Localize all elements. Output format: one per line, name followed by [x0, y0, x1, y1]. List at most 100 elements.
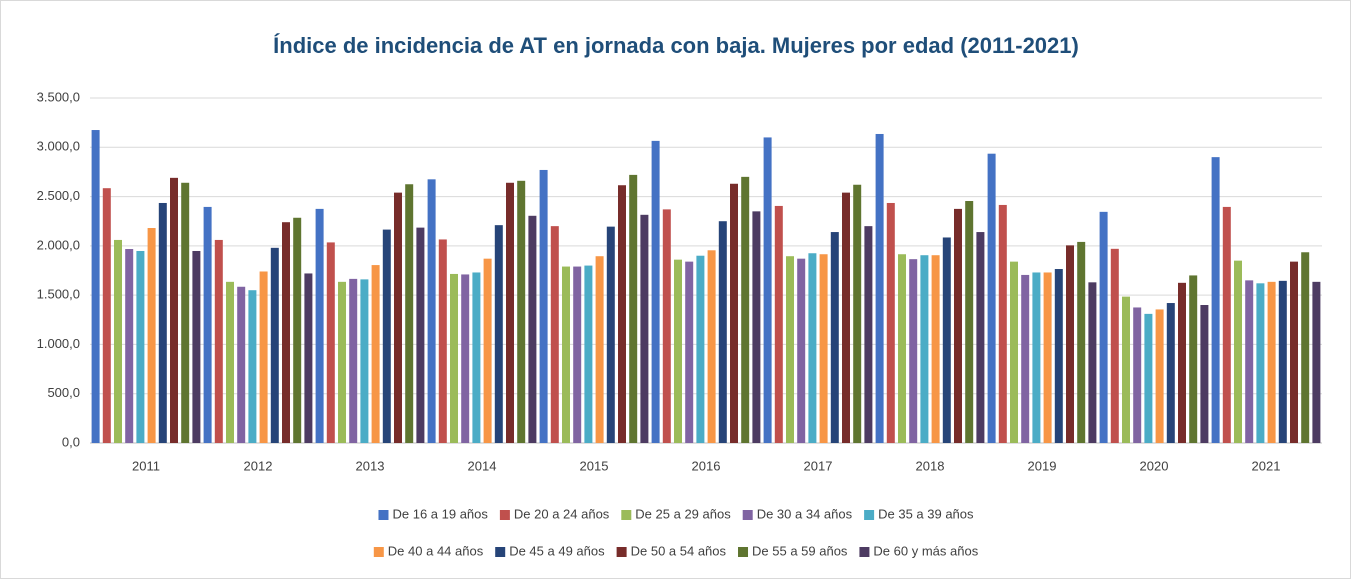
- bar: [931, 255, 940, 443]
- bar: [136, 250, 145, 443]
- bar: [886, 202, 895, 443]
- legend-swatch: [864, 510, 875, 520]
- bar: [1043, 272, 1052, 443]
- bar: [349, 278, 358, 443]
- bar: [1211, 157, 1220, 443]
- bar: [629, 174, 638, 443]
- bar: [618, 185, 626, 443]
- bar: [1234, 260, 1242, 443]
- bar: [394, 192, 402, 443]
- legend-label: De 50 a 54 años: [631, 543, 727, 558]
- bar: [338, 281, 346, 443]
- bar: [550, 226, 559, 443]
- bar: [562, 266, 570, 443]
- legend-swatch: [616, 547, 627, 557]
- bar: [539, 169, 548, 443]
- bar: [192, 250, 201, 443]
- bar: [741, 176, 750, 443]
- bar: [248, 290, 257, 443]
- bar: [898, 254, 906, 443]
- bar: [1256, 283, 1265, 443]
- bar: [1155, 309, 1164, 443]
- bar: [662, 209, 671, 443]
- bar: [416, 227, 425, 443]
- bar: [282, 222, 290, 443]
- bar: [405, 184, 414, 443]
- legend-swatch: [373, 547, 384, 557]
- x-tick-label: 2021: [1252, 458, 1281, 473]
- bar: [427, 179, 436, 444]
- bar: [1010, 261, 1018, 443]
- legend-label: De 55 a 59 años: [752, 543, 848, 558]
- bar: [1166, 303, 1175, 443]
- bar: [1290, 261, 1298, 443]
- bar: [326, 242, 335, 443]
- bar: [114, 239, 122, 443]
- bar: [774, 205, 783, 443]
- bar: [472, 272, 481, 443]
- bar: [819, 254, 828, 443]
- y-tick-label: 2.500,0: [37, 188, 80, 203]
- bar: [987, 153, 996, 443]
- bar: [1110, 248, 1119, 443]
- x-tick-label: 2018: [916, 458, 945, 473]
- bar: [450, 273, 458, 443]
- bar: [158, 202, 167, 443]
- bar: [1133, 307, 1142, 443]
- bar: [718, 221, 727, 443]
- bar: [315, 208, 324, 443]
- bar: [259, 271, 268, 443]
- bar: [786, 256, 794, 443]
- x-tick-label: 2015: [580, 458, 609, 473]
- bar: [1301, 252, 1310, 443]
- bar: [595, 256, 604, 443]
- bar: [203, 206, 212, 443]
- bar: [998, 204, 1007, 443]
- y-tick-label: 500,0: [47, 385, 80, 400]
- bar: [584, 265, 593, 443]
- bar: [875, 133, 884, 443]
- legend-label: De 30 a 34 años: [757, 506, 853, 521]
- bar: [1066, 245, 1074, 443]
- x-tick-label: 2017: [804, 458, 833, 473]
- bar: [517, 180, 526, 444]
- bar: [954, 208, 962, 443]
- x-tick-label: 2020: [1140, 458, 1169, 473]
- y-tick-label: 2.000,0: [37, 237, 80, 252]
- bar: [830, 232, 839, 443]
- legend-label: De 40 a 44 años: [388, 543, 484, 558]
- bar: [842, 192, 850, 443]
- legend-label: De 20 a 24 años: [514, 506, 610, 521]
- bar: [461, 274, 470, 443]
- bar: [651, 140, 660, 443]
- bar: [102, 188, 111, 443]
- y-tick-label: 1.000,0: [37, 336, 80, 351]
- legend-swatch: [499, 510, 510, 520]
- bar: [965, 201, 974, 443]
- x-tick-label: 2016: [692, 458, 721, 473]
- bar: [707, 250, 716, 443]
- bar: [360, 279, 369, 443]
- bar: [853, 184, 862, 443]
- bar: [1077, 241, 1086, 443]
- bar: [1222, 206, 1231, 443]
- bar: [214, 239, 223, 443]
- bar: [674, 259, 682, 443]
- legend-swatch: [495, 547, 506, 557]
- bar: [696, 255, 705, 443]
- bar: [125, 249, 134, 443]
- bar: [909, 259, 918, 443]
- bar: [494, 225, 503, 443]
- bar: [382, 229, 391, 443]
- y-tick-label: 3.000,0: [37, 139, 80, 154]
- bar: [1189, 275, 1198, 443]
- bar: [270, 247, 279, 443]
- bar: [1178, 282, 1186, 443]
- legend-swatch: [859, 547, 870, 557]
- bar: [976, 232, 985, 443]
- legend-label: De 60 y más años: [873, 543, 978, 558]
- bar: [752, 211, 761, 443]
- x-tick-label: 2012: [244, 458, 273, 473]
